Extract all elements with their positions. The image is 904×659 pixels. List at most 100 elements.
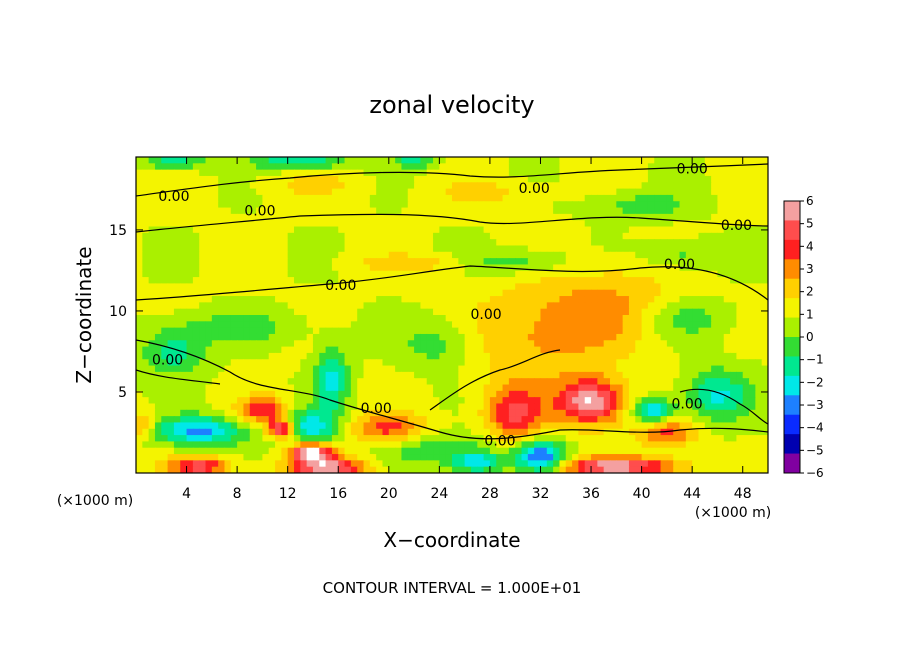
field-cell: [521, 321, 529, 329]
field-cell: [521, 163, 529, 171]
field-cell: [540, 315, 548, 322]
field-cell: [464, 296, 472, 303]
field-cell: [325, 188, 333, 196]
field-cell: [603, 296, 611, 303]
field-cell: [496, 422, 504, 430]
field-cell: [338, 277, 346, 284]
field-cell: [578, 422, 586, 430]
field-cell: [527, 384, 535, 392]
field-cell: [515, 213, 523, 221]
field-cell: [483, 157, 491, 164]
field-cell: [382, 182, 390, 190]
field-cell: [616, 333, 624, 341]
field-cell: [603, 403, 611, 411]
field-cell: [616, 359, 624, 367]
field-cell: [622, 270, 630, 278]
field-cell: [148, 397, 156, 405]
field-cell: [325, 194, 333, 202]
field-cell: [142, 378, 150, 386]
field-cell: [287, 302, 295, 310]
field-cell: [218, 258, 226, 266]
field-cell: [654, 340, 662, 348]
field-cell: [717, 441, 725, 449]
field-cell: [363, 220, 371, 228]
field-cell: [256, 352, 263, 360]
field-cell: [666, 232, 674, 240]
field-cell: [489, 308, 497, 316]
field-cell: [565, 283, 573, 291]
field-cell: [496, 169, 504, 177]
field-cell: [256, 289, 263, 297]
field-cell: [154, 321, 162, 329]
field-cell: [704, 447, 712, 455]
field-cell: [458, 365, 466, 373]
field-cell: [136, 428, 143, 436]
field-cell: [502, 327, 510, 335]
field-cell: [154, 397, 162, 405]
field-cell: [325, 409, 333, 417]
field-cell: [578, 315, 586, 322]
field-cell: [230, 251, 238, 259]
field-cell: [591, 207, 598, 215]
field-cell: [534, 201, 542, 209]
field-cell: [205, 277, 213, 284]
field-cell: [161, 315, 169, 322]
field-cell: [647, 194, 655, 202]
field-cell: [294, 258, 301, 266]
field-cell: [628, 321, 636, 329]
field-cell: [477, 258, 485, 266]
field-cell: [755, 188, 763, 196]
field-cell: [647, 226, 655, 234]
field-cell: [559, 232, 567, 240]
field-cell: [641, 296, 649, 303]
field-cell: [749, 283, 756, 291]
field-cell: [148, 416, 156, 424]
field-cell: [142, 333, 150, 341]
field-cell: [464, 157, 472, 164]
field-cell: [572, 416, 579, 424]
field-cell: [483, 403, 491, 411]
field-cell: [395, 447, 403, 455]
field-cell: [363, 283, 371, 291]
field-cell: [515, 169, 523, 177]
field-cell: [161, 428, 169, 436]
field-cell: [660, 416, 668, 424]
field-cell: [565, 220, 573, 228]
field-cell: [685, 397, 693, 405]
field-cell: [698, 466, 706, 473]
field-cell: [660, 321, 668, 329]
field-cell: [610, 327, 617, 335]
field-cell: [325, 169, 333, 177]
field-cell: [654, 175, 662, 183]
field-cell: [597, 194, 605, 202]
field-cell: [154, 157, 162, 164]
field-cell: [603, 371, 611, 379]
field-cell: [540, 359, 548, 367]
field-cell: [591, 333, 598, 341]
field-cell: [603, 340, 611, 348]
field-cell: [622, 169, 630, 177]
field-cell: [186, 384, 194, 392]
field-cell: [382, 232, 390, 240]
field-cell: [679, 390, 687, 398]
field-cell: [578, 188, 586, 196]
field-cell: [647, 397, 655, 405]
field-cell: [192, 302, 200, 310]
field-cell: [148, 403, 156, 411]
field-cell: [218, 226, 226, 234]
field-cell: [218, 460, 226, 468]
field-cell: [616, 296, 624, 303]
field-cell: [749, 245, 756, 253]
field-cell: [723, 397, 731, 405]
field-cell: [154, 251, 162, 259]
field-cell: [610, 403, 617, 411]
field-cell: [458, 409, 466, 417]
field-cell: [243, 378, 251, 386]
field-cell: [262, 245, 270, 253]
field-cell: [388, 201, 396, 209]
field-cell: [148, 384, 156, 392]
field-cell: [268, 352, 276, 360]
field-cell: [464, 321, 472, 329]
field-cell: [237, 315, 245, 322]
field-cell: [673, 169, 681, 177]
